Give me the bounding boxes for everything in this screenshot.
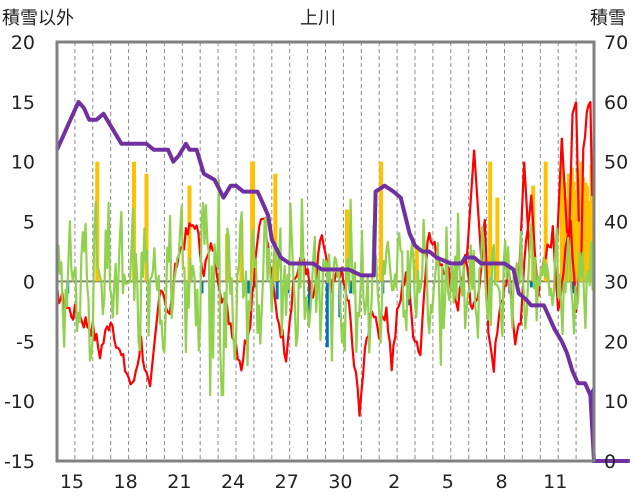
precipitation-bar	[275, 281, 279, 300]
snowfall-bar	[344, 209, 349, 282]
precipitation-bar	[529, 281, 533, 288]
right-axis-ticks: 70 60 50 40 30 20 10 0	[604, 32, 628, 473]
snowfall-bar	[273, 173, 278, 282]
right-axis-label: 積雪	[590, 8, 626, 29]
snowfall-bar	[559, 161, 564, 282]
snowfall-bar	[495, 197, 500, 282]
right-tick-label: 50	[604, 152, 628, 174]
left-tick-label: 0	[23, 271, 35, 293]
snowfall-bar	[543, 161, 548, 282]
x-tick-label: 8	[496, 471, 508, 493]
wind-line	[55, 178, 595, 397]
x-tick-label: 21	[167, 471, 191, 493]
snowfall-bar	[589, 164, 593, 282]
snowfall-bar	[187, 185, 192, 282]
right-tick-label: 70	[604, 32, 628, 54]
left-tick-label: -15	[4, 451, 35, 473]
precipitation-bar	[307, 281, 311, 318]
plot-frame	[55, 40, 596, 463]
left-axis-label: 積雪以外	[2, 8, 74, 29]
snowfall-bar	[95, 161, 100, 282]
temperature-spike	[567, 101, 580, 246]
left-axis-ticks: 20 15 10 5 0 -5 -10 -15	[4, 32, 35, 473]
x-tick-label: 11	[543, 471, 567, 493]
right-tick-label: 60	[604, 92, 628, 114]
right-tick-label: 0	[604, 451, 616, 473]
left-tick-label: -5	[16, 331, 35, 353]
temperature-spike	[465, 149, 483, 258]
x-tick-label: 2	[388, 471, 400, 493]
snowfall-bar	[488, 161, 493, 282]
precipitation-bar	[349, 281, 353, 294]
right-tick-label: 30	[604, 271, 628, 293]
right-tick-label: 40	[604, 212, 628, 234]
right-tick-label: 10	[604, 391, 628, 413]
x-tick-label: 27	[275, 471, 299, 493]
left-tick-label: 15	[11, 92, 35, 114]
snowfall-bar	[144, 173, 149, 282]
x-axis-ticks: 15 18 21 24 27 30 2 5 8 11	[60, 471, 567, 493]
snowfall-bar	[414, 245, 419, 282]
precipitation-bar	[325, 281, 329, 348]
chart-title: 上川	[300, 8, 336, 29]
snowfall-bar	[251, 161, 256, 282]
snow-depth-line	[55, 99, 596, 398]
temperature-spike	[555, 137, 569, 258]
precipitation-bar	[200, 281, 204, 294]
left-tick-label: -10	[4, 391, 35, 413]
series-lines	[55, 99, 630, 463]
precipitation-bar	[247, 281, 251, 294]
snowfall-bar	[378, 161, 383, 282]
x-tick-label: 30	[328, 471, 352, 493]
left-tick-label: 10	[11, 152, 35, 174]
x-tick-label: 5	[442, 471, 454, 493]
x-tick-label: 18	[114, 471, 138, 493]
left-tick-label: 20	[11, 32, 35, 54]
precipitation-bar	[571, 281, 575, 294]
right-tick-label: 20	[604, 331, 628, 353]
x-tick-label: 24	[221, 471, 245, 493]
x-tick-label: 15	[60, 471, 84, 493]
left-tick-label: 5	[23, 212, 35, 234]
